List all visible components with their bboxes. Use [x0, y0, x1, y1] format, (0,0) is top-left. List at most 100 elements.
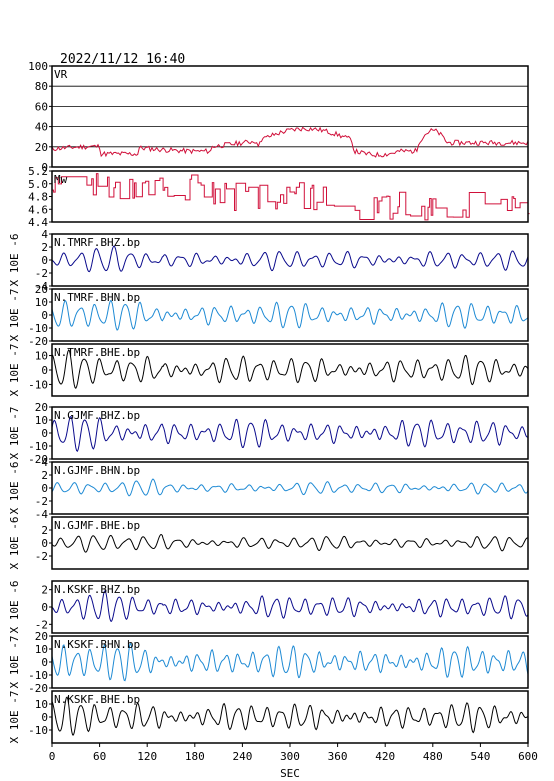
unit-label: X 10E -6	[8, 462, 21, 515]
series-line-1	[52, 173, 530, 221]
unit-label: X 10E -6	[8, 234, 21, 287]
unit-label: X 10E -7	[8, 344, 21, 397]
panel-0: 0 20 40 60 80 100 VR	[28, 60, 529, 174]
y-tick-label: -10	[28, 322, 48, 335]
y-tick-label: -20	[28, 453, 48, 466]
x-axis-label: SEC	[280, 767, 300, 780]
x-tick-label: 360	[328, 750, 348, 763]
y-tick-label: -2	[35, 550, 48, 563]
series-line-3	[51, 299, 529, 331]
unit-label: X 10E -7	[8, 636, 21, 689]
y-tick-label: 4.4	[28, 216, 48, 229]
y-tick-label: 2	[41, 241, 48, 254]
y-tick-label: 2	[41, 584, 48, 597]
panel-label: Mw	[54, 173, 68, 186]
unit-label: X 10E -6	[8, 581, 21, 634]
y-tick-label: 100	[28, 60, 48, 73]
x-tick-label: 120	[137, 750, 157, 763]
x-tick-label: 420	[375, 750, 395, 763]
panel-label: N.TMRF.BHE.bp	[54, 346, 140, 359]
y-tick-label: 20	[35, 401, 48, 414]
series-line-10	[51, 696, 529, 736]
y-tick-label: -10	[28, 440, 48, 453]
series-line-4	[51, 349, 529, 389]
y-tick-label: 0	[41, 537, 48, 550]
y-tick-label: 10	[35, 296, 48, 309]
y-tick-label: 0	[41, 601, 48, 614]
panel-label: N.KSKF.BHE.bp	[54, 693, 140, 706]
y-tick-label: 10	[35, 350, 48, 363]
series-line-2	[51, 245, 529, 273]
x-tick-label: 240	[232, 750, 252, 763]
y-tick-label: 20	[35, 141, 48, 154]
y-tick-label: -10	[28, 378, 48, 391]
y-tick-label: -10	[28, 724, 48, 737]
unit-label: X 10E -7	[8, 691, 21, 744]
panel-label: N.GJMF.BHZ.bp	[54, 409, 140, 422]
series-line-7	[51, 534, 529, 553]
y-tick-label: 0	[41, 427, 48, 440]
y-tick-label: 0	[41, 364, 48, 377]
y-tick-label: 0	[41, 161, 48, 174]
y-tick-label: 5.2	[28, 165, 48, 178]
x-tick-label: 0	[49, 750, 56, 763]
panel-label: N.KSKF.BHN.bp	[54, 638, 140, 651]
y-tick-label: 5.0	[28, 178, 48, 191]
x-tick-label: 60	[93, 750, 106, 763]
panel-label: N.KSKF.BHZ.bp	[54, 583, 140, 596]
y-tick-label: 4	[41, 228, 48, 241]
y-tick-label: -20	[28, 335, 48, 348]
x-tick-label: 480	[423, 750, 443, 763]
chart-timestamp: 2022/11/12 16:40	[60, 52, 185, 67]
y-tick-label: -4	[35, 280, 49, 293]
panel-label: VR	[54, 68, 68, 81]
panel-label: N.TMRF.BHN.bp	[54, 291, 140, 304]
panel-7: -202 N.GJMF.BHE.bp X 10E -6	[8, 516, 529, 570]
panel-1: 4.44.64.85.05.2 Mw	[28, 165, 530, 229]
y-tick-label: 20	[35, 630, 48, 643]
y-tick-label: 60	[35, 100, 48, 113]
panel-8: -2 0 2 N.KSKF.BHZ.bp X 10E -6	[8, 580, 529, 634]
panel-frame	[51, 170, 529, 223]
y-tick-label: 4.8	[28, 191, 48, 204]
y-tick-label: 20	[35, 283, 48, 296]
y-tick-label: 80	[35, 80, 48, 93]
unit-label: X 10E -7	[8, 289, 21, 342]
y-tick-label: 0	[41, 656, 48, 669]
x-tick-label: 540	[470, 750, 490, 763]
y-tick-label: 0	[41, 309, 48, 322]
x-tick-label: 600	[518, 750, 538, 763]
panel-frame	[51, 65, 529, 168]
series-line-0	[51, 126, 529, 158]
series-line-8	[51, 589, 529, 622]
x-tick-label: 180	[185, 750, 205, 763]
y-tick-label: 4.6	[28, 203, 48, 216]
series-line-6	[51, 478, 529, 497]
y-tick-label: 10	[35, 643, 48, 656]
x-tick-label: 300	[280, 750, 300, 763]
y-tick-label: 2	[41, 524, 48, 537]
panel-label: N.GJMF.BHN.bp	[54, 464, 140, 477]
y-tick-label: 40	[35, 121, 48, 134]
y-tick-label: 2	[41, 469, 48, 482]
unit-label: X 10E -6	[8, 517, 21, 570]
y-tick-label: 0	[41, 711, 48, 724]
y-tick-label: -4	[35, 508, 49, 521]
y-tick-label: 0	[41, 254, 48, 267]
series-line-5	[51, 416, 529, 452]
y-tick-label: -10	[28, 669, 48, 682]
y-tick-label: 4	[41, 456, 48, 469]
y-tick-label: -2	[35, 618, 48, 631]
y-tick-label: 10	[35, 698, 48, 711]
y-tick-label: 0	[41, 482, 48, 495]
panel-6: -4 -20 24 N.GJMF.BHN.bp X 10E -6	[8, 456, 529, 521]
panel-label: N.TMRF.BHZ.bp	[54, 236, 140, 249]
y-tick-label: -20	[28, 682, 48, 695]
